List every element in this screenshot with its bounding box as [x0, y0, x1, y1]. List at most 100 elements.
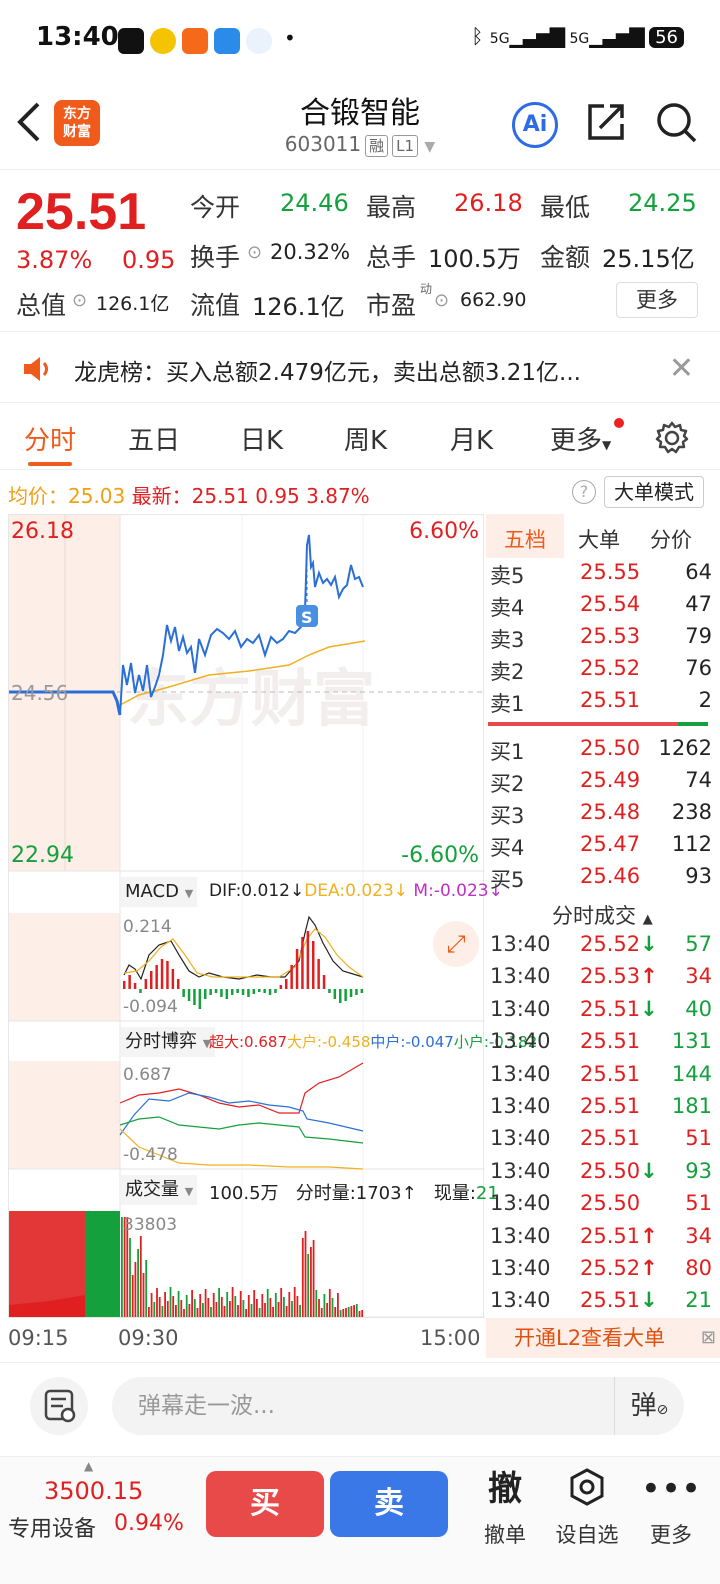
tab-intraday[interactable]: 分时	[24, 426, 77, 456]
chevron-down-icon: ▼	[602, 438, 612, 452]
ask-volume: 2	[698, 688, 712, 712]
info-icon[interactable]: ⊙	[247, 242, 263, 263]
danmu-input[interactable]: 弹幕走一波...	[112, 1377, 684, 1435]
trade-time: 13:40	[490, 1029, 551, 1054]
trade-time: 13:40	[490, 1191, 551, 1216]
auto-notification-icon	[214, 28, 240, 54]
bid-price: 25.47	[580, 832, 641, 856]
current-price: 25.51	[16, 183, 147, 241]
volume-indicator-select[interactable]: 成交量 ▼	[121, 1175, 198, 1205]
ask-level: 卖2	[490, 660, 525, 684]
trade-row: 13:40 25.51↑ 34	[490, 1224, 712, 1256]
trade-price: 25.51	[580, 1126, 641, 1151]
search-button[interactable]	[654, 100, 698, 144]
sector-index-value[interactable]: 3500.15	[44, 1477, 144, 1505]
danmu-toggle-button[interactable]: 弹⊘	[614, 1377, 684, 1435]
bid-level: 买5	[490, 868, 525, 892]
volume-axis-max: 33803	[123, 1215, 178, 1235]
news-notification-icon	[182, 28, 208, 54]
bottom-action-bar: ▲ 3500.15 专用设备 0.94% 买 卖 撤 撤单 设自选 ••• 更多	[0, 1456, 720, 1584]
back-arrow-icon	[17, 102, 40, 142]
ask-row[interactable]: 卖3 25.53 79	[490, 624, 712, 656]
cancel-order-icon: 撤	[488, 1469, 522, 1509]
eastmoney-logo[interactable]: 东方 财富	[54, 100, 100, 146]
macd-axis-max: 0.214	[123, 917, 172, 937]
ask-row[interactable]: 卖4 25.54 47	[490, 592, 712, 624]
settings-icon[interactable]	[654, 420, 690, 456]
trade-price: 25.51↓	[580, 1288, 658, 1313]
trade-price: 25.51	[580, 1094, 641, 1118]
notice-bar[interactable]: 龙虎榜：买入总额2.479亿元，卖出总额3.21亿... ✕	[0, 333, 720, 403]
ask-volume: 79	[685, 624, 712, 648]
sector-name[interactable]: 专用设备	[8, 1517, 97, 1542]
ask-row[interactable]: 卖2 25.52 76	[490, 656, 712, 688]
tab-weekly-k[interactable]: 周K	[344, 426, 388, 456]
info-icon[interactable]: ⊙	[72, 290, 88, 311]
tab-daily-k[interactable]: 日K	[240, 426, 284, 456]
comment-list-button[interactable]	[30, 1377, 88, 1435]
chevron-up-icon[interactable]: ▲	[84, 1459, 94, 1473]
macd-indicator-select[interactable]: MACD ▼	[121, 877, 198, 907]
ask-row[interactable]: 卖1 25.51 2	[490, 688, 712, 720]
trade-price: 25.50	[580, 1191, 641, 1216]
price-axis-max: 26.18	[11, 519, 74, 544]
bid-level: 买2	[490, 772, 525, 796]
stock-code-line[interactable]: 603011 融 L1 ▼	[0, 132, 720, 157]
info-icon[interactable]: ⊙	[434, 290, 450, 311]
clock: 13:40	[36, 22, 119, 52]
tab-five-day[interactable]: 五日	[128, 426, 181, 456]
bid-level: 买4	[490, 836, 525, 860]
search-icon	[657, 103, 697, 143]
help-icon[interactable]: ?	[572, 480, 596, 504]
tab-more[interactable]: 更多▼	[550, 426, 612, 456]
trade-time: 13:40	[490, 1256, 551, 1280]
more-quote-button[interactable]: 更多	[616, 282, 698, 318]
intraday-chart[interactable]: 东方财富 S	[8, 514, 537, 1319]
trade-row: 13:40 25.51↓ 21	[490, 1288, 712, 1320]
share-button[interactable]	[584, 100, 628, 144]
turnover-value: 20.32%	[270, 240, 351, 264]
change-percent: 3.87%	[16, 246, 93, 274]
buy-button[interactable]: 买	[206, 1471, 324, 1537]
status-bar: 13:40 • ᛒ 5G▁▃▅▇ 5G▁▃▅▇ 56	[0, 0, 720, 78]
expand-icon[interactable]: ⤢	[433, 921, 479, 967]
trade-volume: 40	[685, 996, 712, 1021]
capital-game-select[interactable]: 分时博弈 ▼	[121, 1027, 216, 1057]
open-label: 今开	[190, 193, 241, 222]
tab-monthly-k[interactable]: 月K	[450, 426, 494, 456]
pe-value: 662.90	[460, 289, 527, 311]
bid-row[interactable]: 买4 25.47 112	[490, 832, 712, 864]
signal-icon-2: 5G	[569, 31, 590, 47]
bid-row[interactable]: 买2 25.49 74	[490, 768, 712, 800]
bid-row[interactable]: 买3 25.48 238	[490, 800, 712, 832]
trade-volume: 51	[685, 1191, 712, 1216]
tab-big-orders[interactable]: 大单	[578, 528, 620, 552]
bid-row[interactable]: 买5 25.46 93	[490, 864, 712, 896]
sell-button[interactable]: 卖	[330, 1471, 448, 1537]
ask-row[interactable]: 卖5 25.55 64	[490, 560, 712, 592]
trade-volume: 34	[685, 964, 712, 989]
battery-icon: 56	[649, 27, 684, 48]
tab-five-levels[interactable]: 五档	[504, 528, 546, 552]
speaker-icon	[24, 357, 48, 381]
ai-button[interactable]: Ai	[512, 102, 558, 148]
amount-value: 25.15亿	[602, 245, 695, 273]
stock-code: 603011	[284, 132, 362, 156]
close-notice-button[interactable]: ✕	[668, 351, 694, 386]
tab-price-distribution[interactable]: 分价	[650, 528, 692, 552]
new-badge	[614, 418, 624, 428]
add-watchlist-button[interactable]: 设自选	[552, 1467, 622, 1549]
cancel-order-button[interactable]: 撤 撤单	[470, 1467, 540, 1549]
ask-level: 卖1	[490, 692, 525, 716]
upgrade-l2-banner[interactable]: 开通L2查看大单 ⊠	[486, 1318, 720, 1358]
ask-level: 卖5	[490, 564, 525, 588]
bid-row[interactable]: 买1 25.50 1262	[490, 736, 712, 768]
big-order-mode-button[interactable]: 大单模式	[604, 476, 704, 508]
trades-title[interactable]: 分时成交 ▲	[552, 904, 653, 928]
more-actions-button[interactable]: ••• 更多	[636, 1467, 706, 1549]
trade-row: 13:40 25.52↓ 57	[490, 932, 712, 964]
close-icon[interactable]: ⊠	[700, 1327, 716, 1348]
bid-volume: 1262	[658, 736, 712, 760]
back-button[interactable]	[16, 100, 42, 152]
trade-price: 25.51↓	[580, 996, 658, 1021]
